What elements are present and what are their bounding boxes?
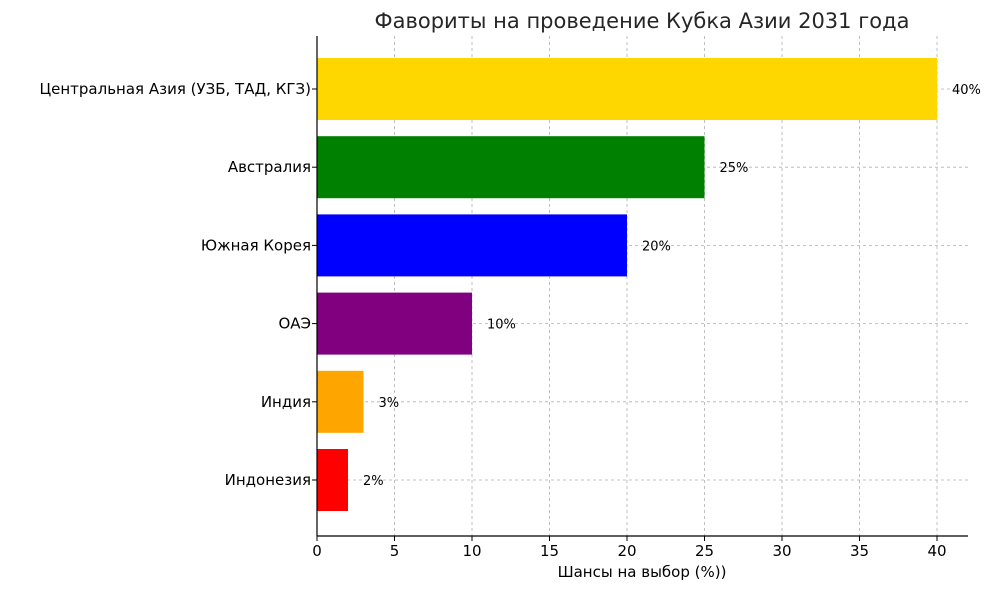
category-label: Австралия [228,158,311,176]
bar [317,136,705,199]
bars [317,58,937,511]
data-label: 40% [952,83,981,98]
data-label: 10% [487,318,516,333]
data-label: 25% [720,161,749,176]
data-label: 20% [642,239,671,254]
data-label: 2% [363,474,384,489]
x-tick-label: 5 [390,542,400,560]
category-label: Индонезия [225,471,311,489]
x-tick-label: 10 [462,542,481,560]
x-tick-label: 30 [772,542,791,560]
x-tick-label: 0 [312,542,322,560]
x-axis-label: Шансы на выбор (%)) [558,563,727,581]
data-labels: 40% 25% 20% 10% 3% 2% [363,83,981,489]
grid [317,36,968,536]
category-label: Индия [261,393,311,411]
bar [317,292,472,355]
bar [317,58,937,120]
x-tick-label: 15 [540,542,559,560]
category-label: ОАЭ [278,315,311,333]
x-tick-label: 20 [617,542,636,560]
category-label: Южная Корея [201,236,311,254]
bar [317,449,348,511]
bar [317,214,627,277]
x-tick-label: 40 [927,542,946,560]
category-labels: Центральная Азия (УЗБ, ТАД, КГЗ) Австрали… [39,80,311,489]
bar [317,370,364,433]
x-tick-label: 35 [850,542,869,560]
x-tick-label: 25 [695,542,714,560]
data-label: 3% [379,396,400,411]
category-label: Центральная Азия (УЗБ, ТАД, КГЗ) [39,80,311,98]
chart-title: Фавориты на проведение Кубка Азии 2031 г… [375,9,910,33]
x-axis-ticks: 0 5 10 15 20 25 30 35 40 [312,88,947,560]
